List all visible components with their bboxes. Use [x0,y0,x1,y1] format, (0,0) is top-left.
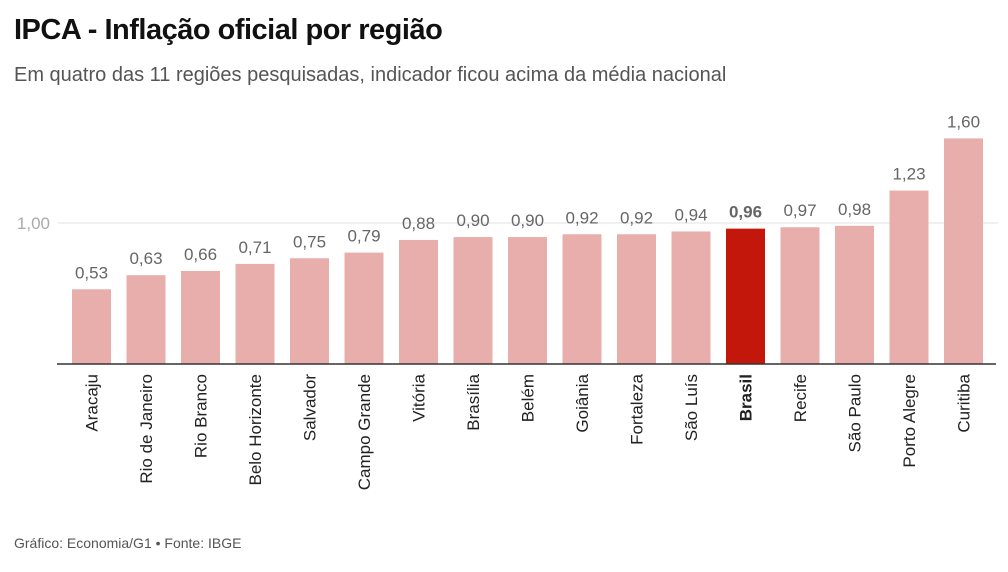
chart-title: IPCA - Inflação oficial por região [14,14,443,46]
bar [399,239,438,364]
value-label: 1,60 [947,112,980,131]
bar [780,227,820,364]
bar [72,289,111,364]
value-label: 0,53 [75,263,108,282]
bar [344,252,384,364]
value-label: 0,90 [456,211,489,230]
bar [290,258,329,364]
category-label: São Luís [682,374,701,441]
bar [726,228,765,364]
value-label: 0,66 [184,245,217,264]
value-label: 0,92 [565,208,598,227]
category-label: Rio Branco [192,374,211,458]
value-label: 0,63 [129,249,162,268]
bar [181,270,220,364]
category-label: Vitória [410,373,429,421]
value-label: 0,90 [511,211,544,230]
value-label: 0,88 [402,214,435,233]
value-label: 0,97 [783,201,816,220]
bar [889,190,929,364]
bar [235,263,275,364]
category-label: Belém [519,374,538,422]
category-label: São Paulo [846,374,865,452]
bar [453,237,493,364]
category-label: Belo Horizonte [246,374,265,486]
category-label: Recife [791,374,810,422]
category-label: Salvador [301,374,320,441]
source-credit: Gráfico: Economia/G1 • Fonte: IBGE [14,535,242,551]
bar [671,231,711,364]
value-label: 0,71 [238,238,271,257]
category-label: Rio de Janeiro [137,374,156,484]
category-label: Goiânia [573,373,592,432]
value-label: 0,94 [674,205,707,224]
bar [562,234,602,364]
bar [835,225,874,364]
bar [126,275,166,364]
value-label: 0,98 [838,200,871,219]
category-label: Campo Grande [355,374,374,490]
category-label: Fortaleza [628,373,647,444]
chart-subtitle: Em quatro das 11 regiões pesquisadas, in… [14,64,727,86]
category-label: Aracaju [83,374,102,432]
category-label: Curitiba [955,373,974,432]
bar [617,234,656,364]
bar [944,138,983,364]
value-label: 0,79 [347,227,380,246]
value-label: 0,96 [729,203,762,222]
bar [508,237,547,364]
category-label: Brasil [737,374,756,421]
value-label: 0,92 [620,208,653,227]
y-tick-label: 1,00 [17,214,50,233]
value-label: 0,75 [293,232,326,251]
category-label: Brasília [464,373,483,430]
category-label: Porto Alegre [900,374,919,468]
value-label: 1,23 [892,165,925,184]
